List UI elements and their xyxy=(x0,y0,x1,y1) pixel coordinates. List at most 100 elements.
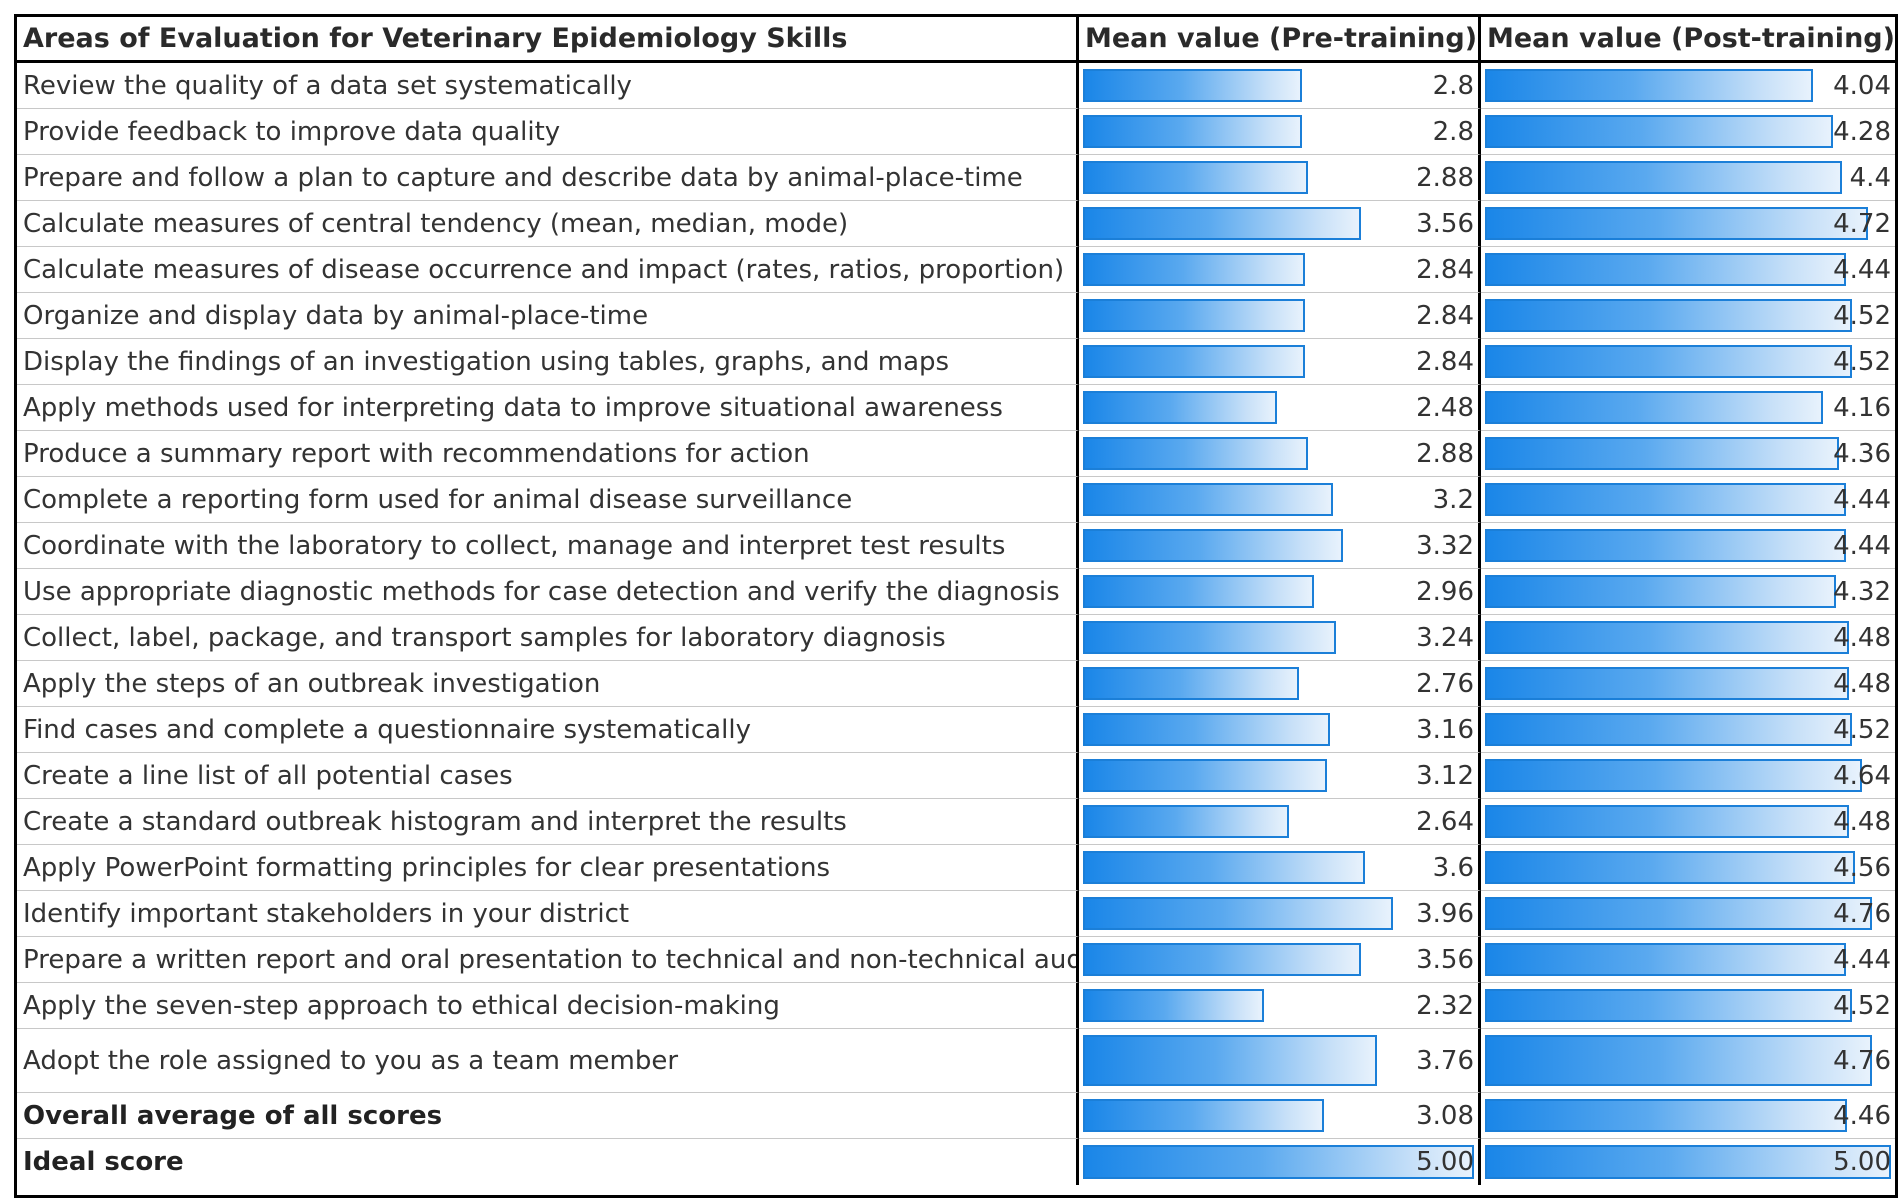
post-training-cell: 4.16 xyxy=(1481,385,1895,431)
row-label: Display the findings of an investigation… xyxy=(17,339,1079,385)
post-training-bar xyxy=(1485,667,1849,700)
row-label: Prepare a written report and oral presen… xyxy=(17,937,1079,983)
post-training-bar xyxy=(1485,161,1842,194)
post-training-cell: 4.72 xyxy=(1481,201,1895,247)
pre-training-value: 2.88 xyxy=(1416,162,1474,193)
pre-training-value: 3.32 xyxy=(1416,530,1474,561)
row-label: Complete a reporting form used for anima… xyxy=(17,477,1079,523)
post-training-value: 4.48 xyxy=(1833,806,1891,837)
post-training-value: 4.32 xyxy=(1833,576,1891,607)
pre-training-value: 3.2 xyxy=(1432,484,1474,515)
row-label: Calculate measures of disease occurrence… xyxy=(17,247,1079,293)
pre-training-bar xyxy=(1083,575,1314,608)
pre-training-cell: 2.84 xyxy=(1079,339,1481,385)
post-training-bar xyxy=(1485,1035,1872,1086)
post-training-value: 4.36 xyxy=(1833,438,1891,469)
post-training-cell: 4.76 xyxy=(1481,891,1895,937)
pre-training-cell: 3.2 xyxy=(1079,477,1481,523)
row-label: Provide feedback to improve data quality xyxy=(17,109,1079,155)
pre-training-bar xyxy=(1083,299,1305,332)
post-training-cell: 4.44 xyxy=(1481,523,1895,569)
pre-training-value: 2.64 xyxy=(1416,806,1474,837)
pre-training-bar xyxy=(1083,161,1308,194)
pre-training-cell: 3.16 xyxy=(1079,707,1481,753)
pre-training-bar xyxy=(1083,483,1333,516)
row-label: Adopt the role assigned to you as a team… xyxy=(17,1029,1079,1093)
row-label: Ideal score xyxy=(17,1139,1079,1185)
pre-training-bar xyxy=(1083,115,1302,148)
pre-training-cell: 2.8 xyxy=(1079,109,1481,155)
pre-training-cell: 2.8 xyxy=(1079,63,1481,109)
pre-training-value: 2.8 xyxy=(1432,116,1474,147)
pre-training-value: 2.84 xyxy=(1416,300,1474,331)
pre-training-value: 3.08 xyxy=(1416,1100,1474,1131)
pre-training-bar xyxy=(1083,1035,1377,1086)
pre-training-bar xyxy=(1083,943,1361,976)
pre-training-value: 3.12 xyxy=(1416,760,1474,791)
post-training-value: 4.44 xyxy=(1833,530,1891,561)
row-label: Apply the steps of an outbreak investiga… xyxy=(17,661,1079,707)
row-label: Produce a summary report with recommenda… xyxy=(17,431,1079,477)
header-pre-training: Mean value (Pre-training) xyxy=(1079,17,1481,63)
row-label: Prepare and follow a plan to capture and… xyxy=(17,155,1079,201)
post-training-bar xyxy=(1485,1099,1847,1132)
post-training-bar xyxy=(1485,759,1862,792)
pre-training-value: 3.6 xyxy=(1432,852,1474,883)
post-training-bar xyxy=(1485,391,1823,424)
pre-training-cell: 3.56 xyxy=(1079,201,1481,247)
pre-training-cell: 5.00 xyxy=(1079,1139,1481,1185)
post-training-cell: 4.28 xyxy=(1481,109,1895,155)
pre-training-cell: 2.88 xyxy=(1079,431,1481,477)
pre-training-cell: 3.6 xyxy=(1079,845,1481,891)
post-training-value: 4.48 xyxy=(1833,668,1891,699)
post-training-cell: 4.52 xyxy=(1481,293,1895,339)
post-training-bar xyxy=(1485,529,1846,562)
row-label: Apply PowerPoint formatting principles f… xyxy=(17,845,1079,891)
post-training-value: 4.64 xyxy=(1833,760,1891,791)
post-training-cell: 4.48 xyxy=(1481,661,1895,707)
post-training-cell: 4.36 xyxy=(1481,431,1895,477)
post-training-value: 4.52 xyxy=(1833,714,1891,745)
pre-training-cell: 2.64 xyxy=(1079,799,1481,845)
pre-training-bar xyxy=(1083,713,1330,746)
post-training-cell: 4.32 xyxy=(1481,569,1895,615)
post-training-bar xyxy=(1485,207,1868,240)
pre-training-cell: 3.96 xyxy=(1079,891,1481,937)
row-label: Apply methods used for interpreting data… xyxy=(17,385,1079,431)
post-training-bar xyxy=(1485,897,1872,930)
pre-training-bar xyxy=(1083,437,1308,470)
pre-training-value: 2.32 xyxy=(1416,990,1474,1021)
pre-training-cell: 2.84 xyxy=(1079,247,1481,293)
pre-training-cell: 2.32 xyxy=(1079,983,1481,1029)
post-training-value: 4.44 xyxy=(1833,944,1891,975)
pre-training-bar xyxy=(1083,391,1277,424)
pre-training-cell: 2.84 xyxy=(1079,293,1481,339)
pre-training-value: 3.16 xyxy=(1416,714,1474,745)
pre-training-bar xyxy=(1083,207,1361,240)
post-training-value: 4.16 xyxy=(1833,392,1891,423)
post-training-bar xyxy=(1485,943,1846,976)
post-training-cell: 4.76 xyxy=(1481,1029,1895,1093)
row-label: Overall average of all scores xyxy=(17,1093,1079,1139)
pre-training-value: 2.88 xyxy=(1416,438,1474,469)
row-label: Apply the seven-step approach to ethical… xyxy=(17,983,1079,1029)
pre-training-bar xyxy=(1083,897,1393,930)
pre-training-value: 2.48 xyxy=(1416,392,1474,423)
header-post-training: Mean value (Post-training) xyxy=(1481,17,1895,63)
post-training-value: 4.52 xyxy=(1833,300,1891,331)
post-training-bar xyxy=(1485,437,1839,470)
post-training-value: 4.04 xyxy=(1833,70,1891,101)
pre-training-cell: 3.12 xyxy=(1079,753,1481,799)
pre-training-value: 3.56 xyxy=(1416,208,1474,239)
post-training-value: 4.56 xyxy=(1833,852,1891,883)
post-training-value: 5.00 xyxy=(1833,1147,1891,1177)
post-training-bar xyxy=(1485,483,1846,516)
pre-training-value: 2.76 xyxy=(1416,668,1474,699)
post-training-bar xyxy=(1485,805,1849,838)
post-training-bar xyxy=(1485,345,1852,378)
post-training-cell: 4.48 xyxy=(1481,615,1895,661)
post-training-bar xyxy=(1485,713,1852,746)
pre-training-cell: 2.48 xyxy=(1079,385,1481,431)
post-training-cell: 4.44 xyxy=(1481,937,1895,983)
row-label: Calculate measures of central tendency (… xyxy=(17,201,1079,247)
